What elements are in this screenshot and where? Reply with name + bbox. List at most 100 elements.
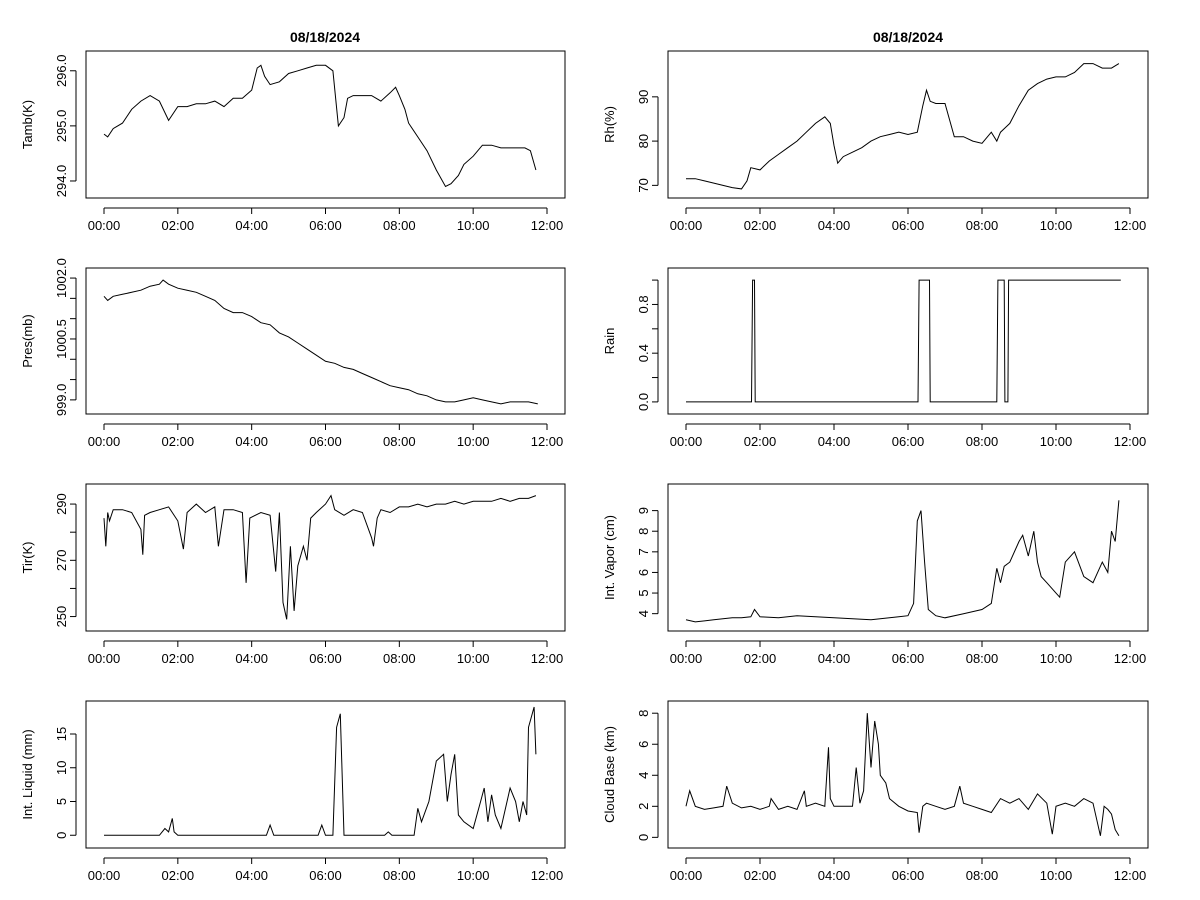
x-tick-label: 04:00 [235, 434, 268, 449]
x-tick-label: 00:00 [670, 434, 703, 449]
plot-title-right: 08/18/2024 [873, 29, 943, 45]
x-tick-label: 02:00 [162, 434, 195, 449]
x-tick-label: 06:00 [892, 868, 925, 883]
x-tick-label: 08:00 [966, 218, 999, 233]
y-tick-label: 294.0 [54, 165, 69, 198]
plot-frame [667, 483, 1149, 632]
x-tick-label: 02:00 [744, 434, 777, 449]
x-tick-label: 04:00 [235, 218, 268, 233]
x-tick-label: 06:00 [309, 434, 342, 449]
y-tick-label: 4 [636, 772, 651, 779]
x-tick-label: 06:00 [892, 218, 925, 233]
y-tick-label: 295.0 [54, 110, 69, 143]
x-tick-label: 10:00 [457, 868, 490, 883]
x-tick-label: 08:00 [383, 868, 416, 883]
y-tick-label: 4 [636, 610, 651, 617]
y-tick-label: 5 [636, 589, 651, 596]
y-axis-label: Cloud Base (km) [602, 726, 617, 823]
y-tick-label: 90 [636, 90, 651, 104]
series-line [686, 63, 1120, 190]
x-tick-label: 02:00 [162, 868, 195, 883]
panel-7: 00:00 02:00 04:00 06:00 08:00 10:00 12:00 0 5 10 1… [20, 700, 566, 883]
y-tick-label: 8 [636, 528, 651, 535]
x-tick-label: 10:00 [457, 434, 490, 449]
x-tick-label: 02:00 [162, 651, 195, 666]
x-tick-label: 02:00 [744, 218, 777, 233]
series-line [686, 279, 1121, 403]
x-tick-label: 02:00 [162, 218, 195, 233]
y-tick-label: 270 [54, 549, 69, 571]
plot-frame [667, 267, 1149, 415]
x-tick-label: 04:00 [818, 434, 851, 449]
y-tick-label: 5 [54, 798, 69, 805]
x-tick-label: 10:00 [1040, 651, 1073, 666]
x-tick-label: 12:00 [1114, 218, 1147, 233]
panel-3: 00:00 02:00 04:00 06:00 08:00 10:00 12:00 999.0… [20, 258, 566, 449]
panel-6: 00:00 02:00 04:00 06:00 08:00 10:00 12:00 4 5 6 7 8… [602, 483, 1149, 666]
x-tick-label: 06:00 [892, 651, 925, 666]
x-tick-label: 08:00 [966, 868, 999, 883]
y-axis-label: Int. Vapor (cm) [602, 515, 617, 600]
y-tick-label: 7 [636, 548, 651, 555]
y-axis-label: Pres(mb) [20, 314, 35, 367]
x-tick-label: 06:00 [309, 218, 342, 233]
plot-panels: 00:00 02:00 04:00 06:00 08:00 10:00 12:00 294.0… [20, 50, 1149, 883]
y-axis-label: Rain [602, 328, 617, 355]
x-tick-label: 12:00 [531, 868, 564, 883]
x-tick-label: 10:00 [1040, 218, 1073, 233]
x-tick-label: 00:00 [88, 651, 121, 666]
y-axis-label: Tir(K) [20, 541, 35, 573]
y-tick-label: 1000.5 [54, 319, 69, 359]
y-tick-label: 0.0 [636, 393, 651, 411]
plot-frame [85, 50, 566, 199]
series-line [103, 494, 537, 620]
y-tick-label: 0 [54, 832, 69, 839]
y-tick-label: 9 [636, 507, 651, 514]
panel-5: 00:00 02:00 04:00 06:00 08:00 10:00 12:00 250 27… [20, 483, 566, 666]
y-tick-label: 80 [636, 134, 651, 148]
plot-frame [85, 483, 566, 632]
y-tick-label: 6 [636, 569, 651, 576]
x-tick-label: 04:00 [818, 651, 851, 666]
x-tick-label: 08:00 [383, 218, 416, 233]
panel-8: 00:00 02:00 04:00 06:00 08:00 10:00 12:00 0 2 4 6 8… [602, 700, 1149, 883]
y-tick-label: 999.0 [54, 384, 69, 417]
y-tick-label: 15 [54, 727, 69, 741]
x-tick-label: 12:00 [531, 651, 564, 666]
x-tick-label: 08:00 [966, 651, 999, 666]
series-line [685, 500, 1120, 623]
series-line [103, 279, 538, 405]
x-tick-label: 12:00 [531, 218, 564, 233]
plot-frame [85, 700, 566, 849]
y-tick-label: 0.8 [636, 295, 651, 313]
y-axis-label: Tamb(K) [20, 100, 35, 149]
x-tick-label: 12:00 [1114, 868, 1147, 883]
panel-1: 00:00 02:00 04:00 06:00 08:00 10:00 12:00 294.0… [20, 50, 566, 233]
x-tick-label: 08:00 [966, 434, 999, 449]
plot-title-left: 08/18/2024 [290, 29, 360, 45]
x-tick-label: 00:00 [88, 218, 121, 233]
y-axis-label: Rh(%) [602, 106, 617, 143]
x-tick-label: 10:00 [457, 651, 490, 666]
y-tick-label: 0.4 [636, 344, 651, 362]
plot-frame [667, 700, 1149, 849]
x-tick-label: 00:00 [670, 868, 703, 883]
series-line [104, 706, 537, 836]
x-tick-label: 10:00 [1040, 868, 1073, 883]
y-tick-label: 10 [54, 761, 69, 775]
y-tick-label: 290 [54, 493, 69, 515]
y-tick-label: 8 [636, 710, 651, 717]
x-tick-label: 06:00 [309, 651, 342, 666]
x-tick-label: 12:00 [1114, 434, 1147, 449]
x-tick-label: 08:00 [383, 434, 416, 449]
x-tick-label: 02:00 [744, 868, 777, 883]
x-tick-label: 06:00 [309, 868, 342, 883]
x-tick-label: 04:00 [818, 218, 851, 233]
y-tick-label: 6 [636, 741, 651, 748]
y-tick-label: 250 [54, 606, 69, 628]
y-tick-label: 296.0 [54, 55, 69, 88]
y-tick-label: 1002.0 [54, 258, 69, 298]
series-line [685, 713, 1120, 837]
